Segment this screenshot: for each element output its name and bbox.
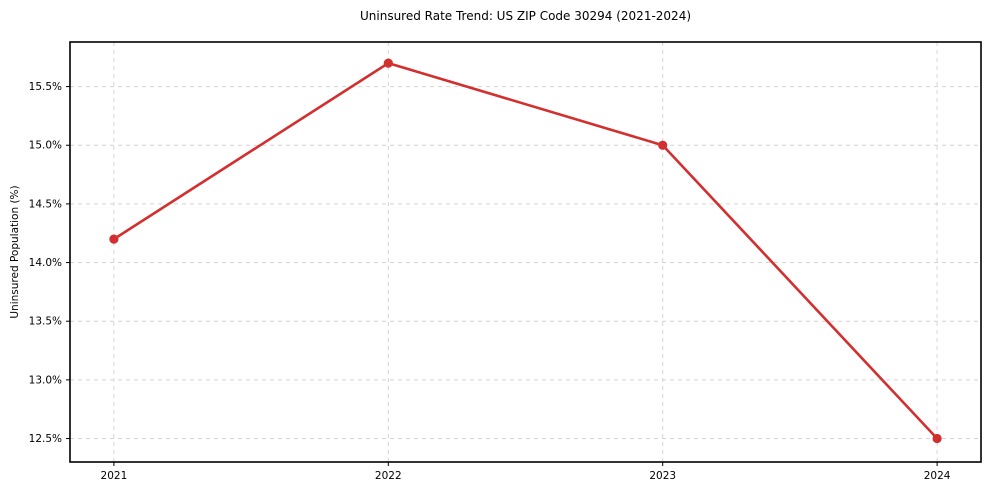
y-tick-label: 12.5% — [29, 433, 62, 445]
y-tick-label: 13.5% — [29, 316, 62, 328]
y-tick-label: 14.0% — [29, 257, 62, 269]
chart-title: Uninsured Rate Trend: US ZIP Code 30294 … — [359, 9, 692, 23]
data-point-marker — [383, 58, 393, 68]
plot-border — [69, 41, 982, 463]
x-tick-label: 2021 — [101, 470, 128, 482]
y-tick-label: 15.0% — [29, 140, 62, 152]
x-tick-label: 2022 — [375, 470, 402, 482]
data-point-marker — [658, 140, 668, 150]
y-tick-label: 13.0% — [29, 374, 62, 386]
data-point-marker — [932, 433, 942, 444]
y-tick-label: 14.5% — [29, 198, 62, 210]
data-point-marker — [109, 234, 119, 244]
y-tick-label: 15.5% — [29, 81, 62, 93]
trend-line — [112, 61, 939, 440]
x-tick-label: 2023 — [649, 470, 676, 482]
x-tick-label: 2024 — [924, 470, 951, 482]
